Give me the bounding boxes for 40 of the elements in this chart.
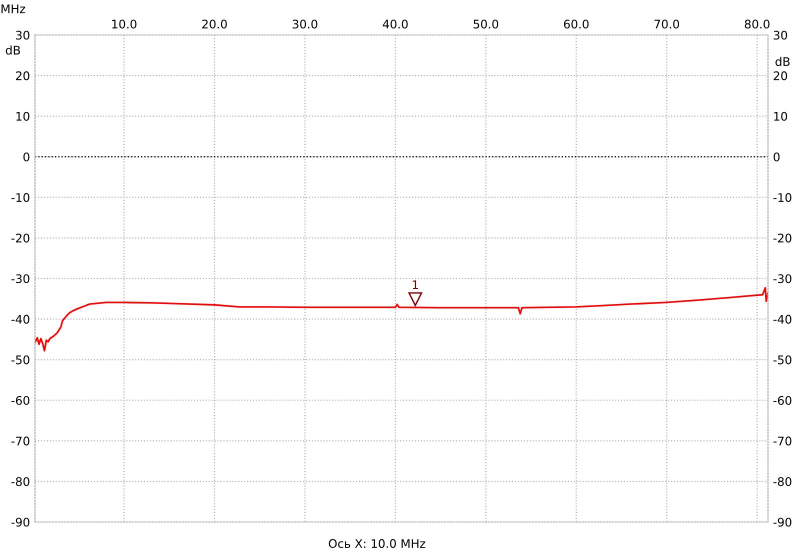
x-tick-label: 10.0 xyxy=(112,20,136,29)
y2-axis-title: dB xyxy=(776,56,790,66)
y2-tick-label: 0 xyxy=(774,152,780,162)
y2-tick-label: -30 xyxy=(773,274,792,284)
y-tick-label: -90 xyxy=(11,518,30,527)
y2-tick-label: -70 xyxy=(773,436,792,446)
y2-tick-label: -60 xyxy=(773,396,792,405)
y2-tick-label: -80 xyxy=(773,477,792,486)
y-tick-label: 0 xyxy=(23,152,30,162)
y-tick-label: -60 xyxy=(11,396,30,405)
x-tick-label: 60.0 xyxy=(564,20,589,29)
x-tick-label: 20.0 xyxy=(202,20,227,29)
y-tick-label: -10 xyxy=(11,193,30,202)
y-tick-label: -20 xyxy=(11,234,30,243)
x-tick-label: 50.0 xyxy=(474,20,498,29)
x-tick-label: 30.0 xyxy=(292,20,318,29)
x-axis-title: MHz xyxy=(2,4,26,14)
y2-tick-label: 30 xyxy=(774,30,788,40)
y-tick-label: -80 xyxy=(11,477,30,486)
x-tick-label: 70.0 xyxy=(654,20,680,29)
annotation: 1 xyxy=(412,280,418,290)
x-tick-label: 40.0 xyxy=(382,20,408,29)
y-axis-title: dB xyxy=(6,45,20,55)
y-tick-label: -70 xyxy=(11,436,30,446)
y-tick-label: -40 xyxy=(11,314,30,324)
y2-tick-label: 20 xyxy=(774,71,788,80)
y-tick-label: -50 xyxy=(11,355,30,364)
y-tick-label: 10 xyxy=(16,112,30,121)
y2-tick-label: -50 xyxy=(773,355,792,364)
text: Ось X: 10.0 MHz xyxy=(328,539,426,548)
y-tick-label: 20 xyxy=(16,71,30,80)
line-series xyxy=(35,287,768,352)
y2-tick-label: -10 xyxy=(773,193,792,202)
y2-tick-label: -90 xyxy=(773,518,792,527)
y2-tick-label: -40 xyxy=(773,314,792,324)
y2-tick-label: 10 xyxy=(774,112,788,121)
y2-tick-label: -20 xyxy=(773,234,792,243)
x-tick-label: 80.0 xyxy=(744,20,770,29)
y-tick-label: -30 xyxy=(11,274,30,284)
y-tick-label: 30 xyxy=(16,30,30,40)
